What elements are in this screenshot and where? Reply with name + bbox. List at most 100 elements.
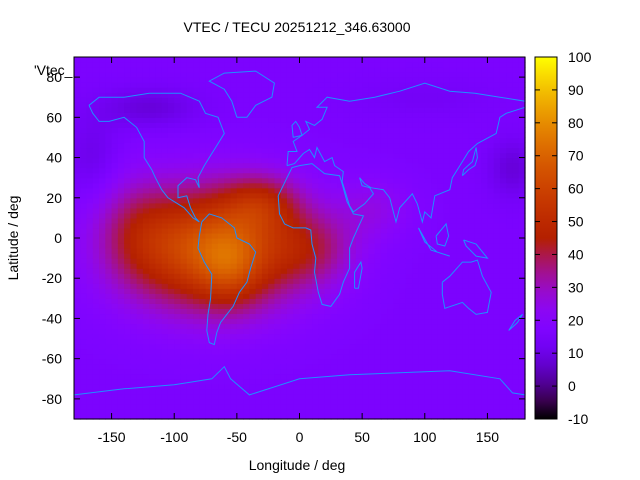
- heatmap-cell: [180, 197, 188, 204]
- heatmap-cell: [274, 268, 282, 274]
- heatmap-cell: [418, 172, 426, 179]
- heatmap-cell: [174, 132, 182, 139]
- heatmap-cell: [499, 258, 507, 264]
- heatmap-cell: [180, 87, 188, 93]
- heatmap-cell: [186, 92, 194, 98]
- heatmap-cell: [174, 388, 182, 395]
- heatmap-cell: [305, 373, 313, 380]
- heatmap-cell: [487, 112, 495, 118]
- heatmap-cell: [324, 378, 332, 385]
- heatmap-cell: [449, 313, 457, 320]
- heatmap-cell: [243, 102, 250, 108]
- heatmap-cell: [374, 167, 382, 174]
- heatmap-cell: [92, 132, 100, 139]
- heatmap-cell: [211, 112, 219, 118]
- heatmap-cell: [362, 162, 369, 169]
- heatmap-cell: [387, 202, 395, 209]
- heatmap-cell: [167, 207, 175, 214]
- heatmap-cell: [443, 308, 451, 315]
- heatmap-cell: [487, 328, 495, 335]
- heatmap-cell: [399, 222, 407, 229]
- heatmap-cell: [324, 197, 332, 204]
- heatmap-cell: [424, 197, 432, 204]
- heatmap-cell: [299, 102, 307, 108]
- heatmap-cell: [236, 273, 244, 279]
- heatmap-cell: [318, 137, 326, 144]
- heatmap-cell: [111, 187, 119, 194]
- heatmap-cell: [149, 77, 157, 83]
- heatmap-cell: [431, 288, 438, 294]
- heatmap-cell: [218, 258, 225, 264]
- heatmap-cell: [368, 232, 376, 239]
- heatmap-cell: [412, 383, 420, 390]
- heatmap-cell: [418, 122, 426, 128]
- heatmap-cell: [493, 313, 501, 320]
- heatmap-cell: [92, 298, 100, 304]
- heatmap-cell: [274, 57, 282, 63]
- heatmap-cell: [337, 157, 344, 164]
- heatmap-cell: [437, 132, 445, 139]
- heatmap-cell: [261, 82, 269, 88]
- heatmap-cell: [92, 243, 100, 249]
- heatmap-cell: [224, 373, 232, 380]
- heatmap-cell: [74, 323, 81, 330]
- heatmap-cell: [249, 112, 257, 118]
- heatmap-cell: [218, 197, 225, 204]
- heatmap-cell: [149, 227, 157, 234]
- heatmap-cell: [412, 378, 420, 385]
- heatmap-cell: [74, 57, 81, 63]
- heatmap-cell: [380, 97, 388, 103]
- heatmap-cell: [355, 298, 363, 304]
- heatmap-cell: [468, 248, 476, 254]
- heatmap-cell: [293, 313, 301, 320]
- heatmap-cell: [337, 308, 344, 315]
- heatmap-cell: [99, 117, 106, 123]
- heatmap-cell: [268, 408, 276, 415]
- heatmap-cell: [330, 248, 338, 254]
- heatmap-cell: [299, 343, 307, 350]
- heatmap-cell: [193, 293, 200, 299]
- heatmap-cell: [180, 273, 188, 279]
- heatmap-cell: [393, 97, 401, 103]
- heatmap-cell: [218, 408, 225, 415]
- heatmap-cell: [193, 202, 200, 209]
- heatmap-cell: [349, 147, 357, 154]
- heatmap-cell: [355, 227, 363, 234]
- heatmap-cell: [437, 137, 445, 144]
- heatmap-cell: [161, 197, 169, 204]
- heatmap-cell: [405, 102, 413, 108]
- heatmap-cell: [343, 117, 351, 123]
- heatmap-cell: [268, 157, 276, 164]
- heatmap-cell: [437, 102, 445, 108]
- heatmap-cell: [343, 177, 351, 184]
- heatmap-cell: [80, 117, 88, 123]
- heatmap-cell: [443, 112, 451, 118]
- heatmap-cell: [374, 67, 382, 73]
- heatmap-cell: [431, 162, 438, 169]
- heatmap-cell: [92, 207, 100, 214]
- heatmap-cell: [205, 107, 213, 113]
- heatmap-cell: [211, 328, 219, 335]
- heatmap-cell: [399, 202, 407, 209]
- heatmap-cell: [374, 132, 382, 139]
- heatmap-cell: [117, 288, 125, 294]
- heatmap-cell: [80, 363, 88, 370]
- heatmap-cell: [180, 202, 188, 209]
- heatmap-cell: [286, 298, 294, 304]
- heatmap-cell: [274, 358, 282, 365]
- heatmap-cell: [268, 82, 276, 88]
- heatmap-cell: [199, 207, 207, 214]
- heatmap-cell: [299, 278, 307, 284]
- heatmap-cell: [261, 112, 269, 118]
- heatmap-cell: [230, 162, 238, 169]
- heatmap-cell: [74, 278, 81, 284]
- heatmap-cell: [293, 127, 301, 134]
- heatmap-cell: [443, 393, 451, 400]
- heatmap-cell: [280, 278, 288, 284]
- heatmap-cell: [249, 97, 257, 103]
- heatmap-cell: [362, 102, 369, 108]
- heatmap-cell: [399, 92, 407, 98]
- heatmap-cell: [268, 318, 276, 325]
- heatmap-cell: [393, 373, 401, 380]
- heatmap-cell: [499, 323, 507, 330]
